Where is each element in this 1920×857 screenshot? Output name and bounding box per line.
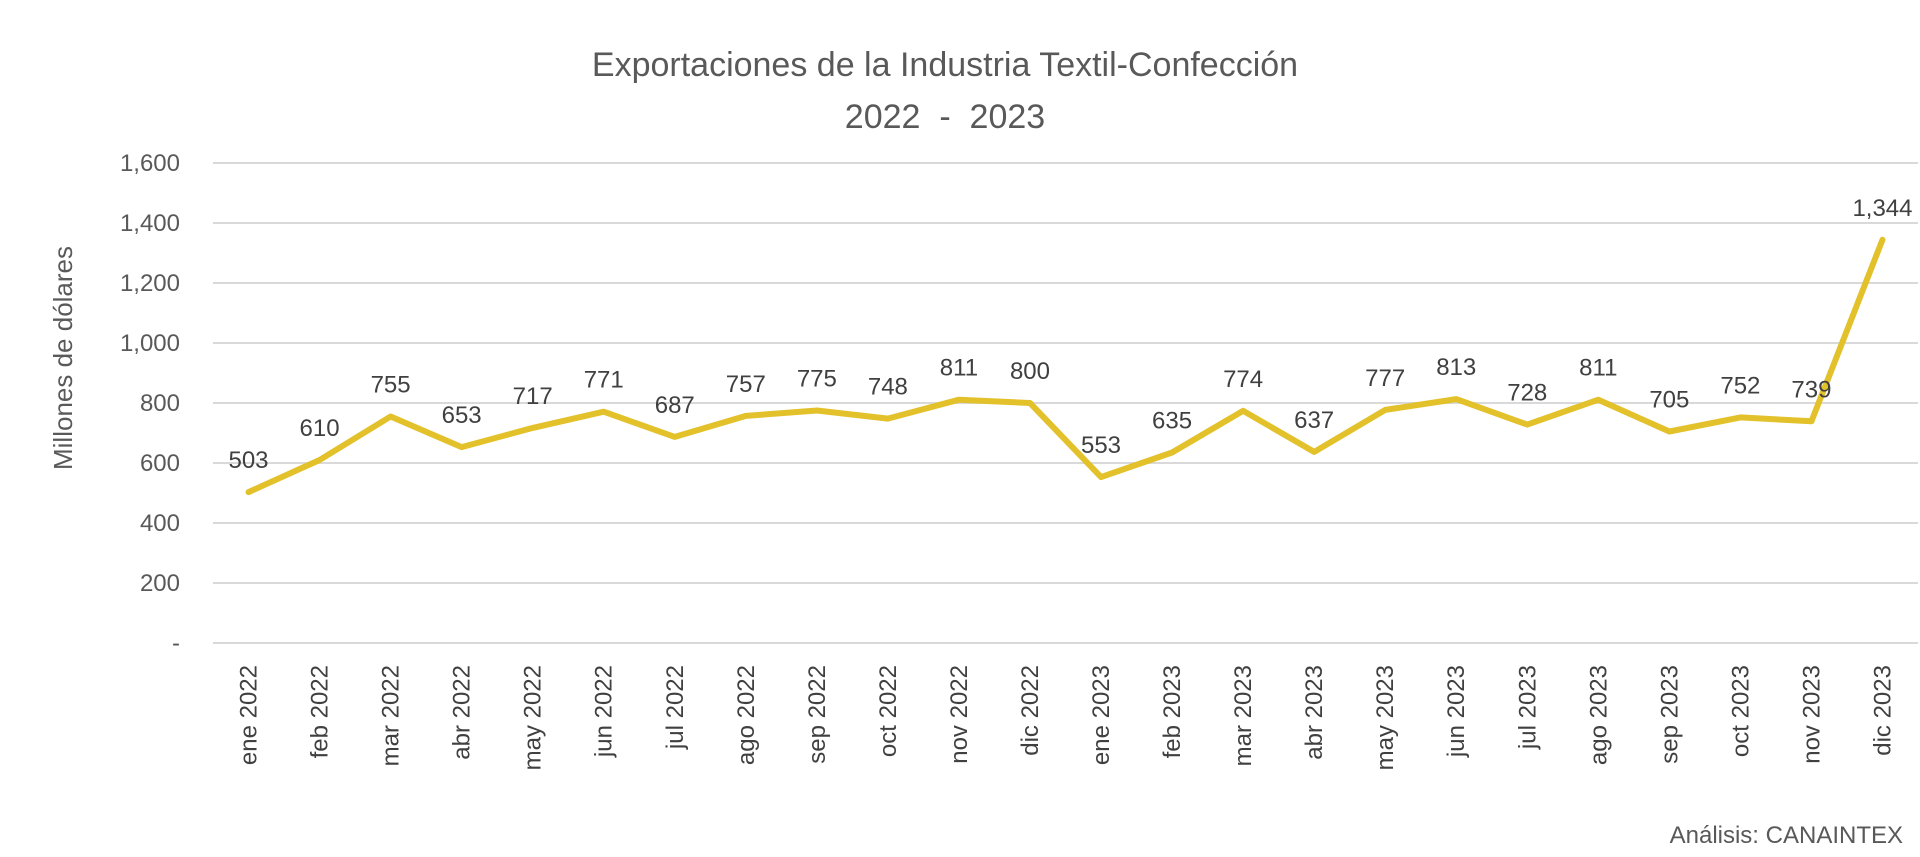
- data-label: 687: [655, 392, 695, 419]
- x-tick-label: sep 2023: [1656, 665, 1683, 764]
- data-labels: 503 610 755 653 717 771 687 757 775 748 811 800 553 6…: [228, 195, 1912, 474]
- y-ticks: - 200 400 600 800 1,000 1,200 1,400 1,600: [120, 150, 180, 657]
- x-tick-label: nov 2023: [1798, 665, 1825, 764]
- data-label: 811: [940, 355, 978, 382]
- data-label: 728: [1507, 380, 1547, 407]
- x-tick-label: feb 2022: [307, 665, 334, 758]
- x-tick-label: jun 2023: [1443, 665, 1470, 758]
- x-tick-label: jun 2022: [591, 665, 618, 758]
- x-tick-label: ago 2023: [1585, 665, 1612, 765]
- y-tick-label: 1,400: [120, 210, 180, 237]
- x-tick-label: ago 2022: [733, 665, 760, 765]
- source-note: Análisis: CANAINTEX: [1670, 822, 1903, 849]
- y-tick-label: 1,000: [120, 330, 180, 357]
- x-tick-label: dic 2022: [1017, 665, 1044, 756]
- x-tick-label: jul 2023: [1514, 665, 1541, 750]
- data-label: 553: [1081, 432, 1121, 459]
- y-tick-label: 600: [140, 450, 180, 477]
- data-label: 800: [1010, 358, 1050, 385]
- data-label: 610: [300, 415, 340, 442]
- data-label: 775: [797, 366, 837, 393]
- data-label: 705: [1649, 387, 1689, 414]
- x-tick-label: abr 2022: [449, 665, 476, 760]
- data-label: 757: [726, 371, 766, 398]
- data-label: 771: [584, 367, 624, 394]
- x-tick-label: mar 2022: [378, 665, 405, 766]
- y-tick-label: 1,600: [120, 150, 180, 177]
- data-label: 637: [1294, 407, 1334, 434]
- x-tick-label: feb 2023: [1159, 665, 1186, 758]
- y-tick-label: 400: [140, 510, 180, 537]
- data-label: 752: [1720, 372, 1760, 399]
- data-label: 813: [1436, 354, 1476, 381]
- data-label: 748: [868, 374, 908, 401]
- x-tick-label: abr 2023: [1301, 665, 1328, 760]
- series-group: [245, 236, 1886, 496]
- x-tick-label: nov 2022: [946, 665, 973, 764]
- data-label: 717: [513, 383, 553, 410]
- series-line: [245, 236, 1886, 496]
- y-tick-label: 200: [140, 570, 180, 597]
- data-label: 635: [1152, 408, 1192, 435]
- x-ticks: ene 2022 feb 2022 mar 2022 abr 2022 may 2022…: [236, 665, 1897, 770]
- x-tick-label: oct 2023: [1727, 665, 1754, 757]
- y-tick-label: 1,200: [120, 270, 180, 297]
- data-label: 777: [1365, 365, 1405, 392]
- x-tick-label: ene 2023: [1088, 665, 1115, 765]
- x-tick-label: jul 2022: [662, 665, 689, 750]
- y-tick-label: -: [172, 630, 180, 657]
- gridlines: [213, 162, 1918, 644]
- x-tick-label: sep 2022: [804, 665, 831, 764]
- x-tick-label: oct 2022: [875, 665, 902, 757]
- data-label: 503: [228, 447, 268, 474]
- x-tick-label: may 2023: [1372, 665, 1399, 770]
- x-tick-label: ene 2022: [236, 665, 263, 765]
- data-label: 653: [442, 402, 482, 429]
- y-axis-label: Millones de dólares: [48, 246, 78, 470]
- y-tick-label: 800: [140, 390, 180, 417]
- x-tick-label: may 2022: [520, 665, 547, 770]
- data-label: 1,344: [1852, 195, 1912, 222]
- data-label: 811: [1579, 355, 1617, 382]
- data-label: 739: [1791, 376, 1831, 403]
- data-label: 755: [371, 372, 411, 399]
- x-tick-label: dic 2023: [1869, 665, 1896, 756]
- chart-title: Exportaciones de la Industria Textil-Con…: [592, 46, 1298, 84]
- data-label: 774: [1223, 366, 1263, 393]
- x-tick-label: mar 2023: [1230, 665, 1257, 766]
- chart-subtitle: 2022 - 2023: [845, 98, 1045, 136]
